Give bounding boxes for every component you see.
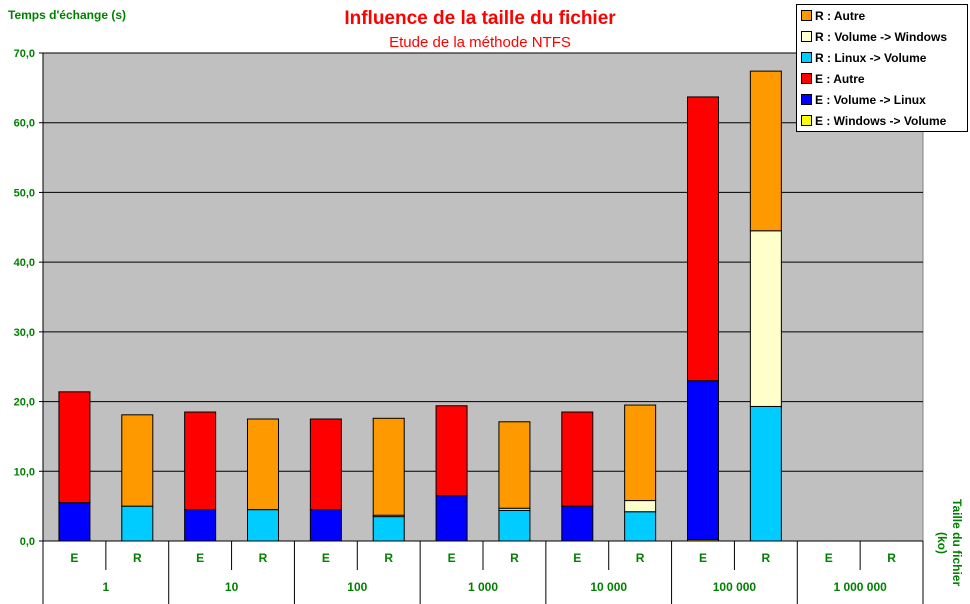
bar-segment (184, 411, 217, 511)
legend-label: R : Linux -> Volume (815, 50, 927, 65)
bar-segment (247, 418, 279, 511)
x-tick-label: R (384, 551, 393, 565)
legend-item: E : Volume -> Linux (797, 89, 967, 110)
x-tick-label: R (636, 551, 645, 565)
y-tick-label: 50,0 (14, 187, 35, 199)
bar-segment (121, 414, 154, 507)
x-group-label: 100 (347, 580, 367, 594)
bar-segment (498, 421, 531, 509)
bar-segment (58, 502, 91, 542)
y-tick-label: 60,0 (14, 118, 35, 130)
y-tick-label: 10,0 (14, 466, 35, 478)
x-tick-label: R (887, 551, 896, 565)
x-group-label: 1 (103, 580, 110, 594)
legend-item: R : Linux -> Volume (797, 47, 967, 68)
bar-segment (624, 511, 657, 542)
legend-label: E : Autre (815, 71, 865, 86)
bar-segment (561, 411, 594, 507)
legend-label: R : Volume -> Windows (815, 29, 948, 44)
x-group-label: 1 000 (468, 580, 498, 594)
x-tick-label: R (259, 551, 268, 565)
bar-segment (372, 516, 405, 542)
legend-item: E : Windows -> Volume (797, 110, 967, 131)
y-tick-label: 40,0 (14, 257, 35, 269)
bar-segment (247, 509, 279, 542)
legend-item: E : Autre (797, 68, 967, 89)
bar-segment (435, 495, 468, 542)
bar-segment (309, 418, 342, 511)
x-tick-label: E (448, 551, 456, 565)
bar-segment (435, 405, 468, 497)
chart-subtitle: Etude de la méthode NTFS (389, 34, 571, 51)
bar-segment (624, 500, 657, 513)
x-tick-label: E (699, 551, 707, 565)
legend-item: R : Volume -> Windows (797, 26, 967, 47)
legend-item: R : Autre (797, 5, 967, 26)
bar-segment (749, 230, 782, 407)
bar-segment (687, 96, 719, 382)
bar-segment (58, 391, 91, 504)
bar-segment (372, 417, 405, 516)
x-group-label: 100 000 (713, 580, 757, 594)
legend-label: R : Autre (815, 8, 866, 23)
x-tick-label: R (510, 551, 519, 565)
y-tick-label: 0,0 (20, 536, 35, 548)
legend-swatch (801, 94, 812, 105)
legend-swatch (801, 115, 812, 126)
bar-segment (749, 405, 782, 542)
y-tick-label: 70,0 (14, 48, 35, 60)
x-axis-title: Taille du fichier (ko) (935, 499, 964, 587)
bar-segment (309, 509, 342, 542)
legend-swatch (801, 31, 812, 42)
bar-segment (749, 70, 782, 232)
x-tick-label: E (825, 551, 833, 565)
y-tick-label: 20,0 (14, 397, 35, 409)
bar-segment (498, 509, 531, 542)
y-tick-label: 30,0 (14, 327, 35, 339)
legend: R : Autre R : Volume -> Windows R : Linu… (796, 4, 968, 132)
legend-swatch (801, 73, 812, 84)
chart-title: Influence de la taille du fichier (344, 8, 616, 29)
plot-area (42, 52, 924, 542)
bar-segment (561, 505, 594, 542)
legend-label: E : Volume -> Linux (815, 92, 926, 107)
legend-swatch (801, 10, 812, 21)
bar-segment (121, 505, 154, 542)
x-tick-label: E (322, 551, 330, 565)
x-group-label: 1 000 000 (833, 580, 887, 594)
bar-segment (184, 509, 217, 542)
x-tick-label: R (762, 551, 771, 565)
bar-segment (687, 380, 719, 541)
y-axis-title: Temps d'échange (s) (8, 8, 126, 22)
legend-swatch (801, 52, 812, 63)
x-tick-label: E (573, 551, 581, 565)
x-tick-label: E (70, 551, 78, 565)
x-group-label: 10 000 (590, 580, 627, 594)
x-tick-label: E (196, 551, 204, 565)
legend-label: E : Windows -> Volume (815, 113, 947, 128)
x-group-label: 10 (225, 580, 239, 594)
bar-segment (624, 404, 657, 502)
x-tick-label: R (133, 551, 142, 565)
